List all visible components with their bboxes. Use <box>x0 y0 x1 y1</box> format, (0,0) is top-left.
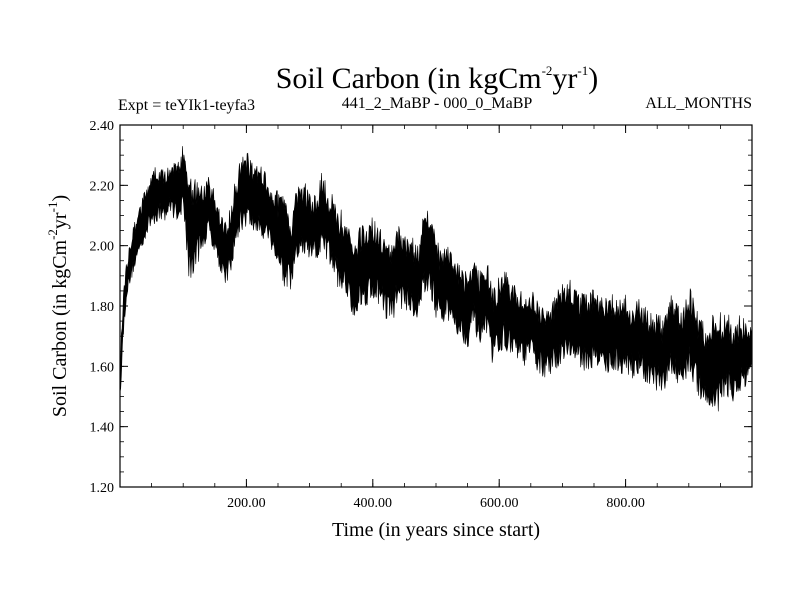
data-band-series <box>119 146 753 412</box>
y-tick-label: 2.20 <box>90 179 115 194</box>
y-tick-label: 1.80 <box>90 300 115 315</box>
y-axis-label-mid: yr <box>49 212 71 229</box>
subtitle-right: ALL_MONTHS <box>645 95 752 112</box>
chart-title: Soil Carbon (in kgCm-2yr-1) <box>276 62 599 95</box>
y-tick-label: 1.60 <box>90 360 115 375</box>
y-tick-label: 1.40 <box>90 421 115 436</box>
chart-title-main: Soil Carbon (in kgCm <box>276 62 542 95</box>
chart-title-sup1: -2 <box>542 63 553 78</box>
y-axis-label: Soil Carbon (in kgCm-2yr-1) <box>45 195 71 417</box>
y-tick-label: 2.00 <box>90 240 115 255</box>
y-tick-label: 1.20 <box>90 481 115 496</box>
chart-title-end: ) <box>588 62 598 95</box>
x-tick-label: 400.00 <box>354 496 393 511</box>
x-tick-label: 600.00 <box>480 496 519 511</box>
y-axis-label-sup2: -1 <box>45 202 60 213</box>
subtitle-center: 441_2_MaBP - 000_0_MaBP <box>342 95 533 112</box>
chart-title-sup2: -1 <box>577 63 588 78</box>
x-tick-label: 800.00 <box>606 496 645 511</box>
x-tick-label: 200.00 <box>227 496 266 511</box>
y-axis-label-main: Soil Carbon (in kgCm <box>49 239 71 417</box>
y-axis-label-sup1: -2 <box>45 229 60 240</box>
chart-title-mid: yr <box>552 62 577 95</box>
subtitle-left: Expt = teYIk1-teyfa3 <box>118 97 255 114</box>
y-axis-label-end: ) <box>49 195 71 202</box>
y-tick-label: 2.40 <box>90 119 115 134</box>
tick-group: 1.20 1.40 1.60 1.80 2.00 2.20 2.40 200.00 400.00… <box>90 119 752 511</box>
x-axis-label: Time (in years since start) <box>332 519 540 541</box>
